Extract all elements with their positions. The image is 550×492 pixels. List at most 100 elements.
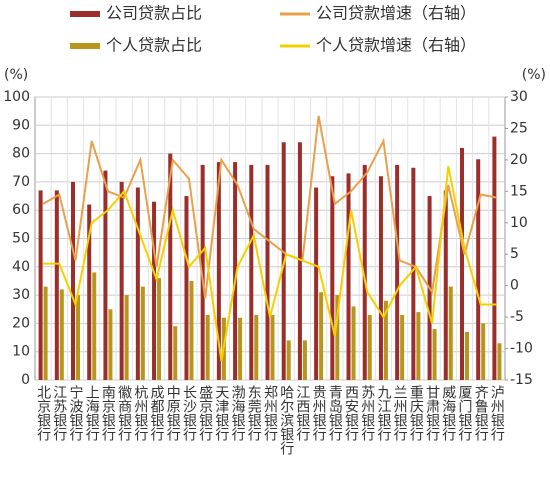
bar [92, 272, 97, 380]
bar [189, 280, 194, 380]
bar [205, 314, 210, 380]
bar [443, 190, 448, 380]
y-tick-label: 90 [12, 117, 30, 133]
line [43, 165, 497, 362]
bar [254, 314, 259, 380]
bar [157, 278, 162, 380]
x-tick-label: 兰州银行 [392, 385, 408, 442]
bar [476, 159, 481, 380]
bar [265, 164, 270, 380]
bar [351, 306, 356, 380]
line [42, 115, 498, 299]
bar [302, 340, 307, 380]
y2-tick-label: 25 [510, 120, 528, 136]
x-tick-label: 江西银行 [294, 385, 310, 442]
legend-swatch [70, 43, 100, 49]
x-tick-label: 徽商银行 [116, 385, 132, 442]
bar [286, 340, 291, 380]
bar [140, 286, 145, 380]
bar [481, 323, 486, 380]
bar [335, 295, 340, 380]
bar [346, 173, 351, 380]
y2-tick-label: -15 [510, 372, 533, 388]
bar [383, 300, 388, 380]
x-tick-label: 青岛银行 [327, 385, 343, 442]
bar [297, 142, 302, 380]
bar [168, 153, 173, 380]
x-tick-label: 南京银行 [100, 385, 116, 442]
bar [54, 190, 59, 380]
bar [411, 167, 416, 380]
bar [497, 343, 502, 380]
x-tick-label: 上海银行 [84, 385, 100, 442]
legend-swatch [70, 11, 100, 17]
bar [135, 187, 140, 380]
y-tick-label: 80 [12, 146, 30, 162]
x-tick-label: 重庆银行 [408, 385, 424, 442]
legend-label: 公司贷款占比 [106, 4, 202, 23]
bar [71, 181, 76, 380]
legend-label: 公司贷款增速（右轴） [316, 4, 476, 23]
bar [59, 289, 64, 380]
bar [319, 292, 324, 380]
y2-tick-label: -10 [510, 341, 533, 357]
x-tick-label: 成都银行 [149, 385, 165, 442]
y-tick-label: 60 [12, 202, 30, 218]
y-tick-label: 100 [3, 89, 30, 105]
bar [87, 204, 92, 380]
x-tick-label: 厦门银行 [456, 385, 472, 442]
bar [378, 176, 383, 380]
bar [173, 326, 178, 380]
legend-label: 个人贷款增速（右轴） [316, 36, 476, 55]
bar [448, 286, 453, 380]
bar [216, 162, 221, 380]
x-tick-label: 长沙银行 [181, 385, 197, 442]
bar [314, 187, 319, 380]
bar [330, 176, 335, 380]
bar [459, 147, 464, 380]
x-tick-label: 江苏银行 [51, 385, 67, 442]
y-tick-label: 50 [12, 231, 30, 247]
x-tick-label: 宁波银行 [68, 384, 84, 442]
x-tick-label: 天津银行 [213, 385, 229, 442]
x-tick-label: 九江银行 [375, 385, 391, 442]
bar [464, 331, 469, 380]
y2-tick-label: 20 [510, 152, 528, 168]
bar [238, 317, 243, 380]
x-tick-label: 威海银行 [440, 385, 456, 442]
y-unit: (%) [4, 67, 28, 83]
bar [249, 164, 254, 380]
x-tick-label: 渤海银行 [230, 385, 246, 442]
bar [76, 295, 81, 380]
x-tick-label: 郑州银行 [262, 385, 278, 442]
bar [362, 164, 367, 380]
bar [416, 312, 421, 380]
bar [492, 136, 497, 380]
bar [270, 314, 275, 380]
y2-tick-label: 15 [510, 183, 528, 199]
x-tick-label: 齐鲁银行 [473, 385, 489, 442]
x-tick-label: 贵州银行 [311, 385, 327, 442]
x-tick-label: 西安银行 [343, 385, 359, 442]
bar [119, 181, 124, 380]
x-tick-label: 盛京银行 [197, 385, 213, 442]
bar [184, 196, 189, 380]
y-tick-label: 40 [12, 259, 30, 275]
y2-tick-label: 5 [510, 246, 519, 262]
x-tick-label: 东莞银行 [246, 385, 262, 442]
bar [124, 295, 129, 380]
bar [43, 286, 48, 380]
y2-tick-label: 10 [510, 215, 528, 231]
bar [395, 164, 400, 380]
bar [400, 314, 405, 380]
y-tick-label: 20 [12, 315, 30, 331]
bar [233, 162, 238, 380]
x-tick-label: 哈尔滨银行 [278, 385, 294, 456]
x-tick-label: 苏州银行 [359, 385, 375, 442]
y2-tick-label: -5 [510, 309, 524, 325]
bar [152, 201, 157, 380]
x-tick-label: 北京银行 [35, 385, 51, 442]
y-tick-label: 10 [12, 344, 30, 360]
y2-tick-label: 30 [510, 89, 528, 105]
